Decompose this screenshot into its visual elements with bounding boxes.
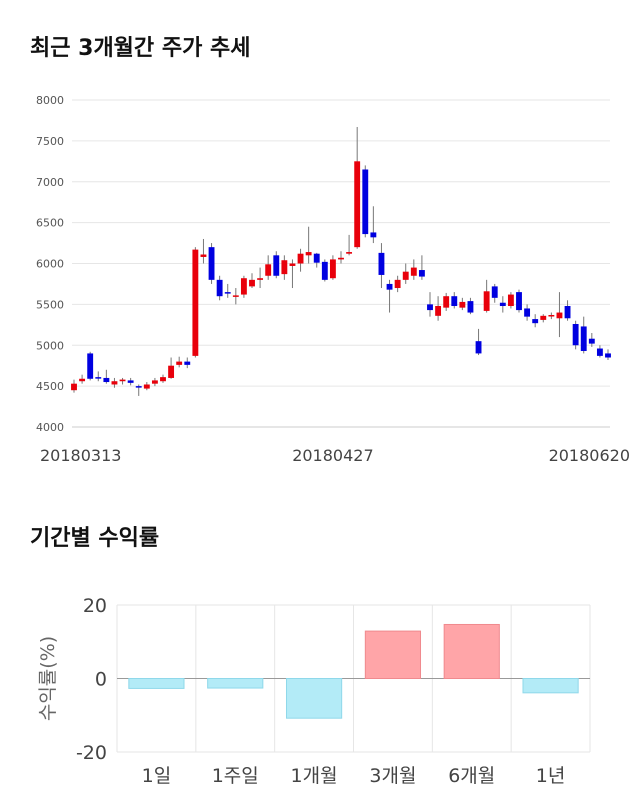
y-tick-label: 6500 [36,217,64,230]
candle-body [192,249,199,356]
y-tick-label: -20 [76,742,107,764]
candle-body [313,253,320,263]
candle-body [160,377,166,382]
price-candlestick-chart: 4000 4500 5000 5500 6000 6500 7000 7500 8000 2018… [36,94,630,465]
category-label: 3개월 [369,765,416,787]
category-label: 6개월 [448,765,495,787]
candle-body [572,323,579,346]
candle-body [338,257,344,260]
candle-body [184,361,191,365]
candle-body [232,295,239,297]
candle-body [249,279,255,287]
candle-body [378,252,385,275]
candle-body [516,292,522,311]
category-label: 1주일 [212,765,259,787]
candle-body [119,379,126,382]
candle-body [451,296,458,307]
candle-body [483,291,490,311]
candle-body [605,353,611,358]
return-bar [443,623,500,679]
candle-body [79,378,86,382]
candle-body [273,255,280,276]
candle-body [176,361,183,365]
price-trend-title: 최근 3개월간 주가 추세 [30,36,251,61]
candle-body [459,301,466,308]
candle-body [354,161,361,248]
candle-body [596,348,603,356]
candle-body [216,279,223,297]
candle-body [135,386,142,388]
candle-body [540,315,547,320]
candle-body [507,294,514,307]
period-returns-bar-chart: 20 0 -20 수익률(%) 1일 1주일 1개월 3개월 6개월 1년 [37,595,591,787]
candle-body [87,353,94,379]
candle-body [257,278,264,280]
candle-body [103,377,110,383]
category-label: 1일 [142,765,172,787]
y-tick-label: 5500 [36,298,64,311]
candle-body [143,384,150,389]
candle-body [564,306,571,319]
candle-body [297,253,304,264]
candle-body [394,279,401,289]
candle-body [370,232,377,238]
candle-body [362,169,369,235]
candle-body [524,308,531,317]
y-tick-label: 6000 [36,258,64,271]
candle-body [240,278,247,295]
candle-body [281,260,288,275]
candle-body [580,326,587,351]
candle-body [427,304,433,311]
candle-body [127,380,134,383]
y-tick-label: 4000 [36,421,64,434]
y-tick-label: 20 [83,595,107,617]
candle-body [168,365,175,378]
candle-body [200,254,207,257]
candle-body [402,271,409,280]
return-bar [128,678,185,689]
candle-body [499,302,506,307]
candle-body [467,301,474,313]
candle-body [111,381,118,385]
candle-body [556,312,563,319]
y-axis-label: 수익률(%) [37,636,59,721]
candle-body [224,292,231,294]
y-tick-label: 0 [95,669,107,691]
return-bar [285,678,343,719]
y-tick-label: 8000 [36,94,64,107]
candle-body [386,283,393,290]
candle-body [532,319,539,324]
candle-body [443,296,450,308]
candle-body [475,341,482,354]
candle-body [321,261,328,280]
candle-body [289,263,296,266]
candle-body [435,306,442,316]
candle-body [410,267,417,276]
candle-body [265,264,272,276]
candle-body [346,252,353,254]
y-tick-label: 4500 [36,380,64,393]
candle-body [418,270,425,277]
y-tick-label: 5000 [36,339,64,352]
candle-body [71,383,77,391]
category-label: 1년 [536,765,566,787]
candle-body [305,252,312,256]
candle-body [491,286,498,298]
returns-title: 기간별 수익률 [30,526,160,551]
y-tick-label: 7500 [36,135,64,148]
category-label: 1개월 [291,765,338,787]
x-tick-label: 20180313 [40,446,121,465]
candle-body [548,315,555,317]
return-bar [207,678,264,689]
candle-body [208,247,215,280]
candle-body [329,259,336,279]
y-tick-label: 7000 [36,176,64,189]
x-tick-label: 20180427 [292,446,373,465]
candle-body [588,338,595,344]
x-tick-label: 20180620 [549,446,630,465]
candle-body [95,377,102,379]
return-bar [364,630,422,679]
candle-body [151,380,158,384]
return-bar [522,678,579,694]
